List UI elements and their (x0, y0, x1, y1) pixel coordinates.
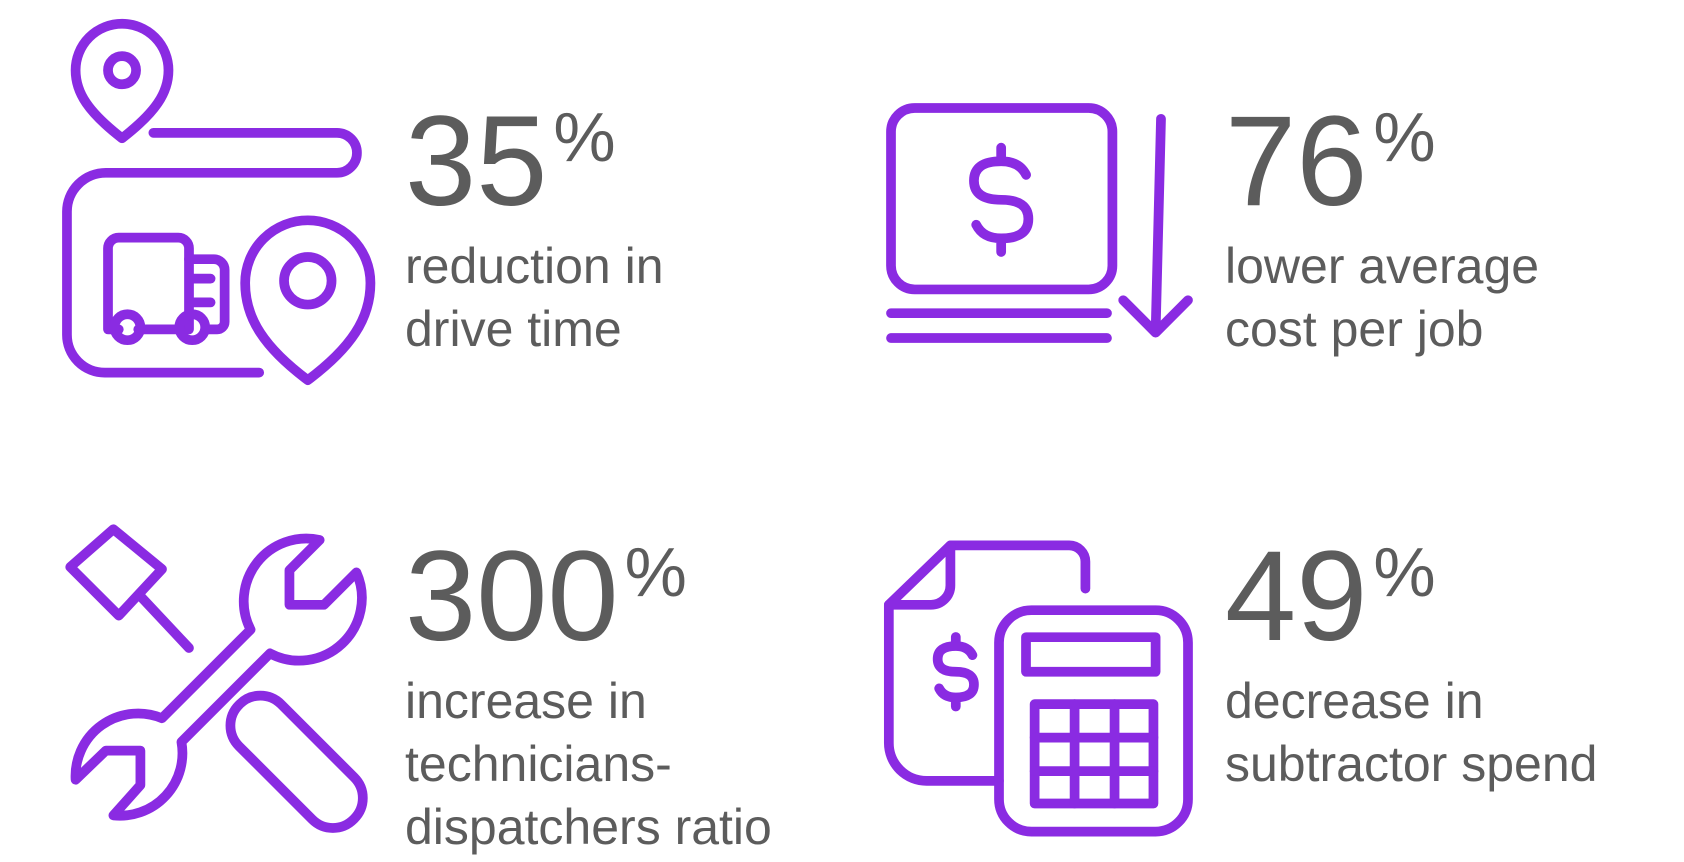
stat-value: 76 (1225, 90, 1367, 233)
stat-description: lower average (1225, 238, 1539, 294)
stat-description: dispatchers ratio (405, 799, 772, 855)
stat-value: 300 (405, 525, 619, 668)
calculator-icon (883, 540, 1193, 837)
tools-icon (65, 524, 368, 833)
stat-description: increase in (405, 673, 647, 729)
stat-unit: % (553, 98, 615, 176)
stat-description: drive time (405, 301, 622, 357)
stat-description: cost per job (1225, 301, 1483, 357)
dollar-glyph (932, 632, 979, 712)
stat-description: decrease in (1225, 673, 1484, 729)
stat-value: 35 (405, 90, 547, 233)
stat-unit: % (1373, 98, 1435, 176)
stat-description: technicians- (405, 736, 672, 792)
stat-value: 49 (1225, 525, 1367, 668)
icons (62, 18, 1193, 837)
route-icon (62, 18, 376, 386)
stat-description: reduction in (405, 238, 664, 294)
stat-unit: % (625, 533, 687, 611)
stat-unit: % (1373, 533, 1435, 611)
cost-icon (886, 103, 1193, 343)
dollar-glyph (969, 142, 1034, 257)
stat-description: subtractor spend (1225, 736, 1597, 792)
